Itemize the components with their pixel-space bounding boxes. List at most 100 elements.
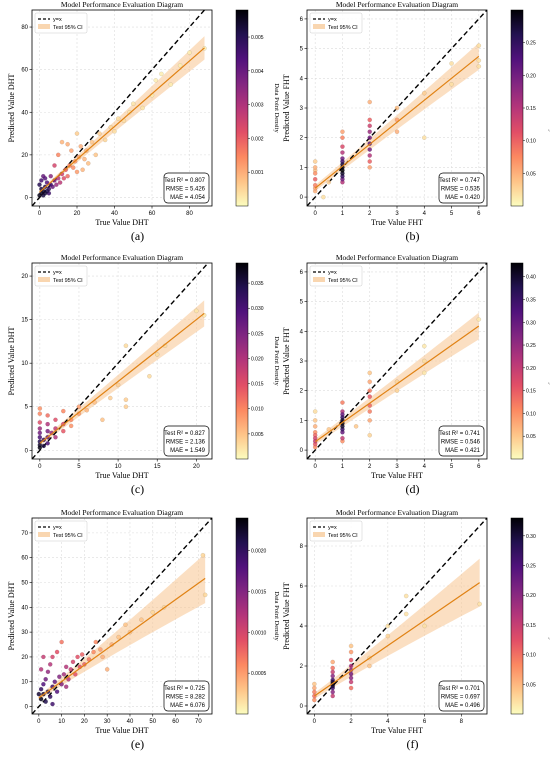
scatter-point: [37, 430, 43, 436]
scatter-point: [394, 105, 400, 111]
scatter-point: [321, 194, 326, 200]
colorbar-tick-label: 0.0015: [251, 590, 267, 596]
x-tick-label: 2: [368, 464, 372, 470]
scatter-point: [43, 677, 48, 682]
scatter-point: [348, 675, 354, 681]
y-tick-label: 0: [300, 704, 304, 710]
colorbar-tick-label: 0.20: [526, 73, 536, 79]
colorbar-label: Data Point Density: [273, 83, 280, 133]
scatter-point: [367, 409, 372, 414]
colorbar-tick-label: 0.15: [526, 623, 536, 629]
scatter-point: [86, 161, 91, 166]
scatter-point: [89, 139, 95, 145]
colorbar-label: Data Point Density: [548, 83, 550, 133]
colorbar-gradient: [510, 9, 524, 207]
y-tick-label: 5: [300, 300, 304, 306]
scatter-point: [75, 654, 80, 660]
scatter-point: [61, 428, 66, 434]
scatter-point: [367, 147, 372, 152]
chart-panel: Model Performance Evaluation Diagram 0 10 2…: [7, 508, 280, 751]
scatter-point: [91, 649, 96, 655]
scatter-point: [56, 152, 61, 158]
y-tick-label: 60: [21, 556, 28, 562]
scatter-point: [168, 82, 173, 87]
colorbar-gradient: [510, 262, 524, 460]
legend-entry: y=x: [53, 17, 62, 23]
y-tick-label: 15: [21, 318, 28, 324]
scatter-point: [69, 148, 74, 153]
scatter-point: [367, 123, 372, 129]
scatter-point: [59, 139, 65, 145]
x-tick-label: 6: [477, 211, 481, 217]
x-tick-label: 80: [186, 211, 193, 217]
stats-line: MAE = 1.549: [170, 448, 206, 454]
scatter-point: [326, 179, 332, 185]
scatter-point: [44, 180, 50, 185]
scatter-point: [53, 434, 58, 440]
colorbar-tick-label: 0.001: [251, 170, 264, 176]
scatter-point: [139, 617, 144, 622]
scatter-point: [84, 407, 90, 413]
legend-swatch-ci: [38, 532, 50, 537]
scatter-point: [154, 352, 160, 357]
colorbar-tick-label: 0.40: [526, 275, 536, 281]
plot-frame: [31, 262, 213, 460]
scatter-point: [312, 165, 318, 170]
scatter-point: [38, 696, 44, 702]
chart-title: Model Performance Evaluation Diagram: [336, 508, 458, 517]
x-tick-label: 50: [149, 719, 156, 725]
scatter-points: [312, 43, 482, 200]
x-tick-label: 3: [395, 211, 399, 217]
scatter-point: [476, 64, 482, 69]
x-axis-label: True Value FHT: [371, 726, 423, 735]
scatter-point: [68, 667, 73, 672]
stats-line: Test R² = 0.747: [439, 178, 481, 184]
legend-entry: y=x: [53, 525, 62, 531]
scatter-point: [102, 137, 108, 143]
scatter-point: [37, 406, 43, 411]
x-tick-label: 0: [38, 211, 42, 217]
scatter-point: [348, 649, 354, 655]
scatter-point: [330, 665, 335, 671]
colorbar-tick-label: 0.20: [526, 593, 536, 599]
stats-line: RMSE = 0.535: [441, 187, 481, 193]
scatter-point: [367, 432, 372, 438]
scatter-point: [59, 639, 64, 645]
stats-line: MAE = 0.420: [445, 195, 481, 201]
scatter-point: [330, 673, 335, 679]
scatter-point: [65, 173, 70, 179]
legend-swatch-ci: [313, 277, 325, 282]
chart-title: Model Performance Evaluation Diagram: [61, 0, 183, 9]
scatter-point: [367, 388, 372, 393]
y-tick-label: 5: [300, 47, 304, 53]
scatter-point: [449, 81, 454, 87]
colorbar-tick-label: 0.0010: [251, 630, 267, 636]
legend-swatch-ci: [313, 532, 325, 537]
x-tick-label: 8: [460, 719, 464, 725]
legend-swatch-ci: [38, 24, 50, 29]
scatter-point: [477, 601, 482, 607]
x-axis-label: True Value FHT: [371, 471, 423, 480]
scatter-point: [45, 421, 50, 427]
scatter-points: [36, 552, 208, 707]
stats-box: Test R² = 0.827 RMSE = 2.136 MAE = 1.549: [163, 425, 210, 457]
y-tick-label: 20: [21, 655, 28, 661]
scatter-point: [422, 135, 427, 140]
scatter-point: [108, 395, 113, 401]
scatter-point: [93, 639, 99, 645]
colorbar-tick-label: 0.30: [526, 534, 536, 540]
scatter-point: [367, 418, 372, 423]
y-tick-label: 10: [21, 680, 28, 686]
colorbar-tick-label: 0.05: [526, 434, 536, 440]
scatter-point: [37, 193, 42, 198]
scatter-point: [394, 388, 400, 393]
legend: y=x Test 95% CI: [34, 520, 88, 542]
scatter-point: [348, 643, 354, 649]
stats-line: MAE = 0.496: [445, 703, 481, 709]
x-axis-label: True Value DHT: [95, 726, 148, 735]
scatter-point: [353, 424, 359, 429]
stats-line: RMSE = 5.426: [166, 187, 206, 193]
y-tick-label: 50: [21, 581, 28, 587]
scatter-point: [312, 681, 317, 687]
